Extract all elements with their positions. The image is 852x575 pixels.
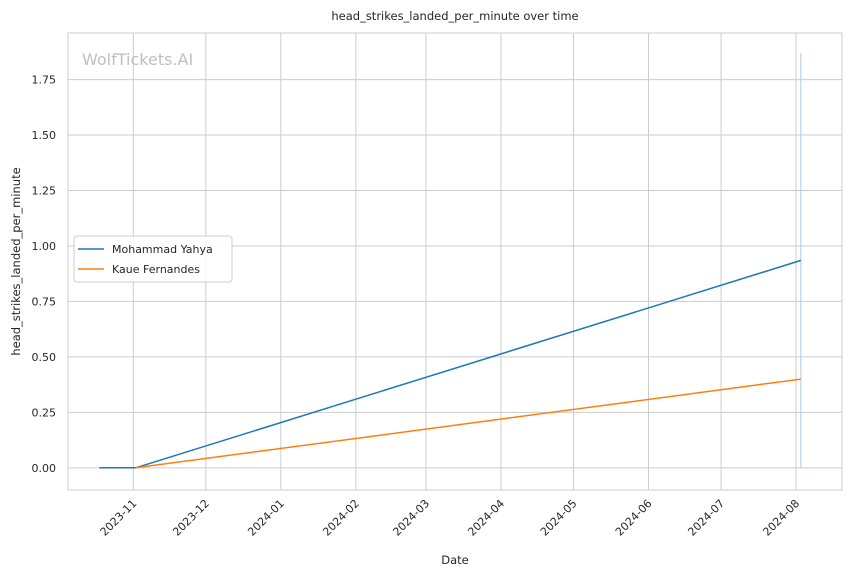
y-tick-label: 1.50 bbox=[32, 129, 57, 142]
y-tick-label: 0.50 bbox=[32, 351, 57, 364]
legend-box bbox=[73, 235, 233, 283]
legend-entry: Mohammad Yahya bbox=[112, 243, 213, 256]
y-tick-labels: 0.00 0.25 0.50 0.75 1.00 1.25 1.50 1.75 bbox=[32, 74, 57, 475]
x-axis-label: Date bbox=[441, 553, 469, 567]
chart-title: head_strikes_landed_per_minute over time bbox=[331, 9, 578, 23]
x-gridlines bbox=[132, 33, 797, 490]
watermark: WolfTickets.AI bbox=[82, 50, 193, 69]
y-tick-label: 0.75 bbox=[32, 295, 57, 308]
y-tick-label: 0.25 bbox=[32, 406, 57, 419]
legend-entry: Kaue Fernandes bbox=[112, 263, 200, 276]
y-tick-label: 1.75 bbox=[32, 74, 57, 87]
series-layer bbox=[99, 52, 802, 469]
y-tick-label: 1.25 bbox=[32, 185, 57, 198]
plot-frame bbox=[67, 32, 843, 491]
legend: Mohammad Yahya Kaue Fernandes bbox=[73, 235, 233, 283]
y-tick-label: 0.00 bbox=[32, 462, 57, 475]
series-line bbox=[135, 378, 801, 469]
y-axis-label: head_strikes_landed_per_minute bbox=[9, 167, 23, 355]
y-tick-label: 1.00 bbox=[32, 240, 57, 253]
